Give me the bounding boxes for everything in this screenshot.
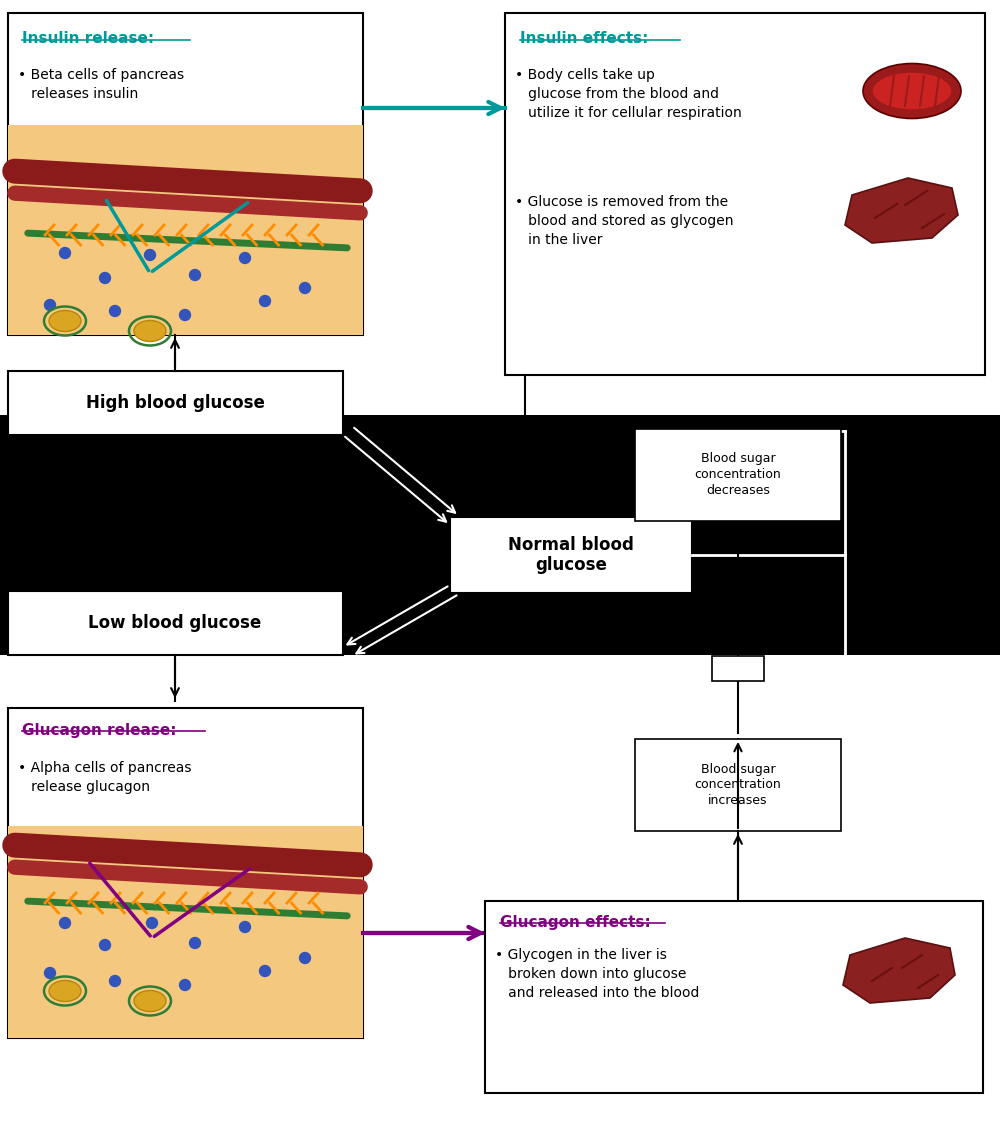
Bar — [8, 826, 363, 1038]
Text: • Alpha cells of pancreas
   release glucagon: • Alpha cells of pancreas release glucag… — [18, 761, 192, 794]
Bar — [505, 13, 985, 375]
Ellipse shape — [863, 64, 961, 119]
Text: • Glucose is removed from the
   blood and stored as glycogen
   in the liver: • Glucose is removed from the blood and … — [515, 195, 734, 247]
FancyArrowPatch shape — [154, 869, 250, 936]
FancyArrowPatch shape — [28, 901, 347, 916]
Circle shape — [189, 937, 201, 949]
Text: Low blood glucose: Low blood glucose — [88, 614, 262, 632]
FancyArrowPatch shape — [15, 868, 360, 887]
Circle shape — [109, 975, 121, 988]
Circle shape — [299, 282, 311, 294]
Text: Insulin release:: Insulin release: — [22, 31, 154, 46]
FancyArrowPatch shape — [90, 863, 150, 936]
Bar — [485, 901, 983, 1093]
Text: High blood glucose: High blood glucose — [86, 394, 264, 411]
Text: Glucagon release:: Glucagon release: — [22, 724, 176, 738]
Bar — [8, 13, 363, 335]
Circle shape — [299, 952, 311, 965]
Ellipse shape — [49, 981, 81, 1001]
Circle shape — [44, 298, 56, 311]
Circle shape — [99, 938, 111, 951]
FancyArrowPatch shape — [15, 845, 360, 865]
Circle shape — [44, 967, 56, 980]
Text: Blood sugar
concentration
decreases: Blood sugar concentration decreases — [695, 453, 781, 497]
Text: • Glycogen in the liver is
   broken down into glucose
   and released into the : • Glycogen in the liver is broken down i… — [495, 948, 699, 1000]
FancyArrowPatch shape — [15, 193, 360, 213]
Circle shape — [259, 965, 271, 977]
Text: Blood sugar
concentration
increases: Blood sugar concentration increases — [695, 762, 781, 807]
Circle shape — [189, 269, 201, 281]
Ellipse shape — [134, 320, 166, 342]
FancyArrowPatch shape — [15, 171, 360, 191]
Ellipse shape — [49, 311, 81, 331]
Ellipse shape — [872, 72, 952, 110]
FancyArrowPatch shape — [28, 233, 347, 248]
Bar — [0, 415, 1000, 655]
Text: • Body cells take up
   glucose from the blood and
   utilize it for cellular re: • Body cells take up glucose from the bl… — [515, 67, 742, 120]
Ellipse shape — [134, 991, 166, 1012]
Circle shape — [59, 247, 71, 259]
Bar — [8, 125, 363, 335]
Circle shape — [239, 251, 251, 264]
Bar — [712, 656, 764, 681]
Circle shape — [259, 295, 271, 307]
Bar — [8, 591, 343, 655]
Bar — [450, 517, 692, 593]
Text: Normal blood
glucose: Normal blood glucose — [508, 536, 634, 575]
Text: • Beta cells of pancreas
   releases insulin: • Beta cells of pancreas releases insuli… — [18, 67, 184, 101]
Polygon shape — [845, 178, 958, 243]
FancyArrowPatch shape — [106, 200, 149, 271]
Circle shape — [59, 917, 71, 929]
Text: Glucagon effects:: Glucagon effects: — [500, 916, 651, 930]
Bar — [635, 740, 841, 831]
Circle shape — [109, 305, 121, 318]
Bar — [8, 371, 343, 435]
Circle shape — [179, 978, 191, 991]
Circle shape — [239, 921, 251, 933]
Text: Insulin effects:: Insulin effects: — [520, 31, 648, 46]
FancyArrowPatch shape — [152, 202, 248, 271]
Circle shape — [144, 249, 156, 262]
Circle shape — [146, 917, 158, 929]
Circle shape — [179, 309, 191, 321]
Bar — [635, 429, 841, 521]
Polygon shape — [843, 938, 955, 1004]
Circle shape — [99, 272, 111, 285]
Bar — [8, 708, 363, 1038]
